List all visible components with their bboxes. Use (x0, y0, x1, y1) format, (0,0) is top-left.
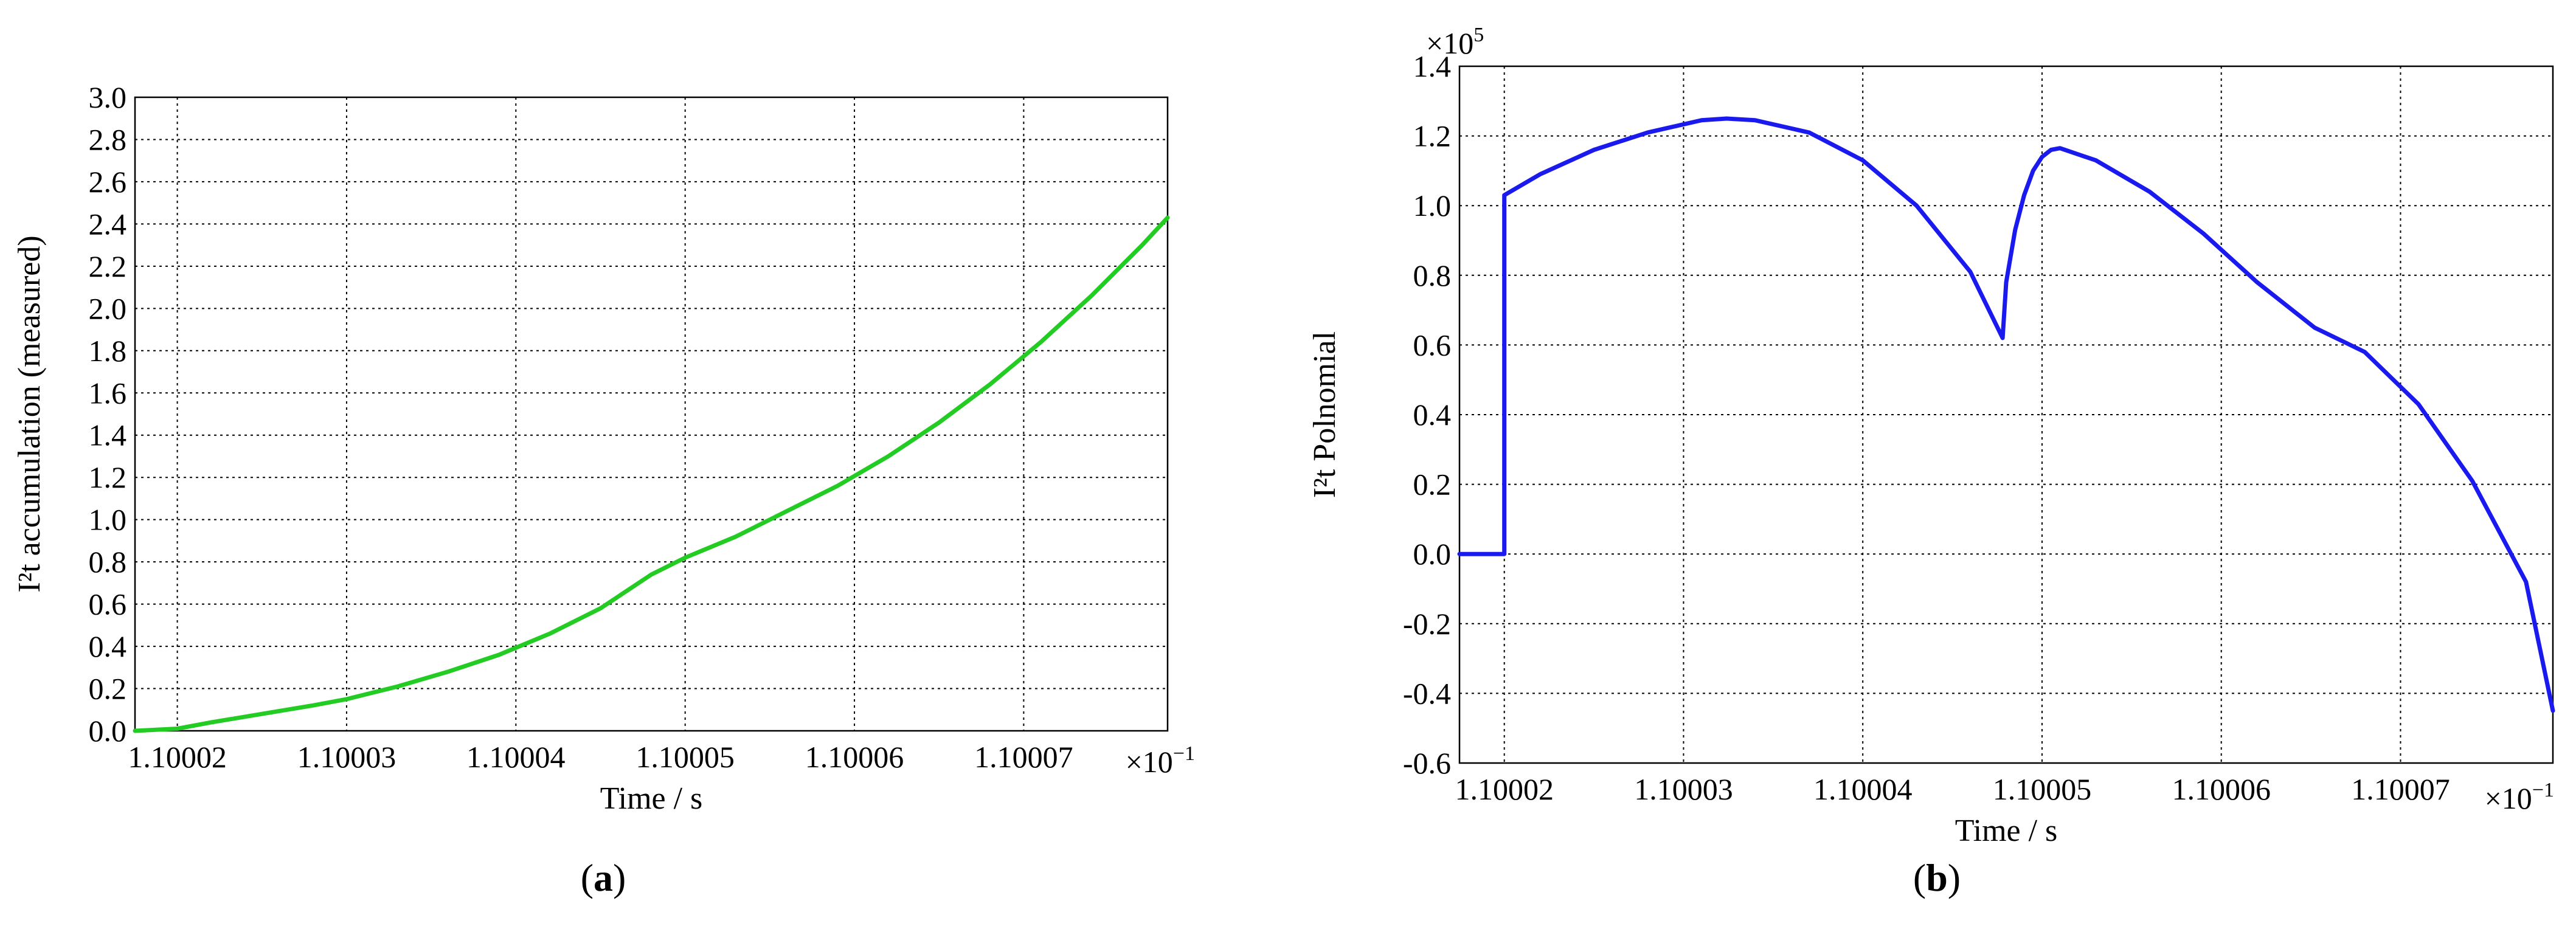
x-tick-label: 1.10004 (466, 740, 566, 774)
x-tick-label: 1.10005 (635, 740, 735, 774)
y-tick-label: 2.0 (89, 291, 127, 325)
x-axis-multiplier: ×10−1 (2485, 779, 2554, 815)
x-tick-label: 1.10006 (2172, 772, 2271, 806)
y-tick-label: 2.8 (89, 122, 127, 156)
y-tick-label: 2.4 (89, 207, 127, 241)
y-tick-label: 0.6 (89, 587, 127, 621)
x-axis-multiplier: ×10−1 (1126, 742, 1195, 779)
y-tick-label: 1.0 (89, 503, 127, 537)
series-line-b (1457, 116, 2555, 713)
x-tick-label: 1.10003 (1634, 772, 1733, 806)
x-tick-label: 1.10002 (128, 740, 227, 774)
y-tick-label: 1.4 (89, 418, 127, 452)
x-axis-label: Time / s (600, 781, 703, 816)
y-tick-label: 0.0 (1413, 537, 1452, 571)
y-tick-label: -0.6 (1403, 746, 1451, 780)
plot-frame (134, 96, 1169, 732)
y-tick-label: 2.2 (89, 249, 127, 283)
chart-panel-a: 1.10002 1.10003 1.10004 1.10005 1.10006 1.100… (12, 80, 1195, 899)
y-tick-label: -0.2 (1403, 607, 1451, 641)
y-tick-label: 0.2 (1413, 468, 1452, 502)
y-tick-label: 1.4 (1413, 49, 1452, 83)
x-tick-label: 1.10002 (1455, 772, 1554, 806)
panel-label: (a) (581, 856, 626, 899)
y-tick-label: 1.6 (89, 376, 127, 410)
y-tick-label: 0.2 (89, 672, 127, 706)
y-tick-label: 2.6 (89, 165, 127, 199)
y-tick-label: 0.8 (1413, 258, 1452, 292)
y-tick-label: 1.2 (89, 460, 127, 494)
x-axis-label: Time / s (1955, 813, 2058, 848)
x-tick-label: 1.10004 (1813, 772, 1913, 806)
y-tick-label: 0.4 (1413, 398, 1452, 432)
y-tick-label: 0.4 (89, 629, 127, 663)
y-tick-label: 1.2 (1413, 119, 1452, 153)
x-tick-label: 1.10007 (2351, 772, 2450, 806)
x-tick-label: 1.10003 (297, 740, 396, 774)
y-tick-label: 1.8 (89, 334, 127, 368)
y-tick-label: 3.0 (89, 80, 127, 114)
y-tick-label: 1.0 (1413, 188, 1452, 223)
y-axis-multiplier: ×105 (1426, 24, 1484, 60)
y-tick-label: 0.0 (89, 714, 127, 748)
y-tick-label: 0.8 (89, 545, 127, 579)
y-axis-label: I²t accumulation (measured) (12, 235, 47, 592)
series-line-a (133, 215, 1170, 733)
y-tick-label: -0.4 (1403, 676, 1451, 710)
x-tick-label: 1.10006 (805, 740, 904, 774)
x-tick-label: 1.10005 (1993, 772, 2092, 806)
chart-panel-b: 1.10002 1.10003 1.10004 1.10005 1.10006 1.100… (1307, 24, 2555, 899)
x-tick-label: 1.10007 (974, 740, 1073, 774)
panel-label: (b) (1913, 856, 1961, 899)
y-tick-label: 0.6 (1413, 328, 1452, 362)
y-axis-label: I²t Polnomial (1307, 331, 1342, 498)
plot-frame (1458, 65, 2554, 764)
